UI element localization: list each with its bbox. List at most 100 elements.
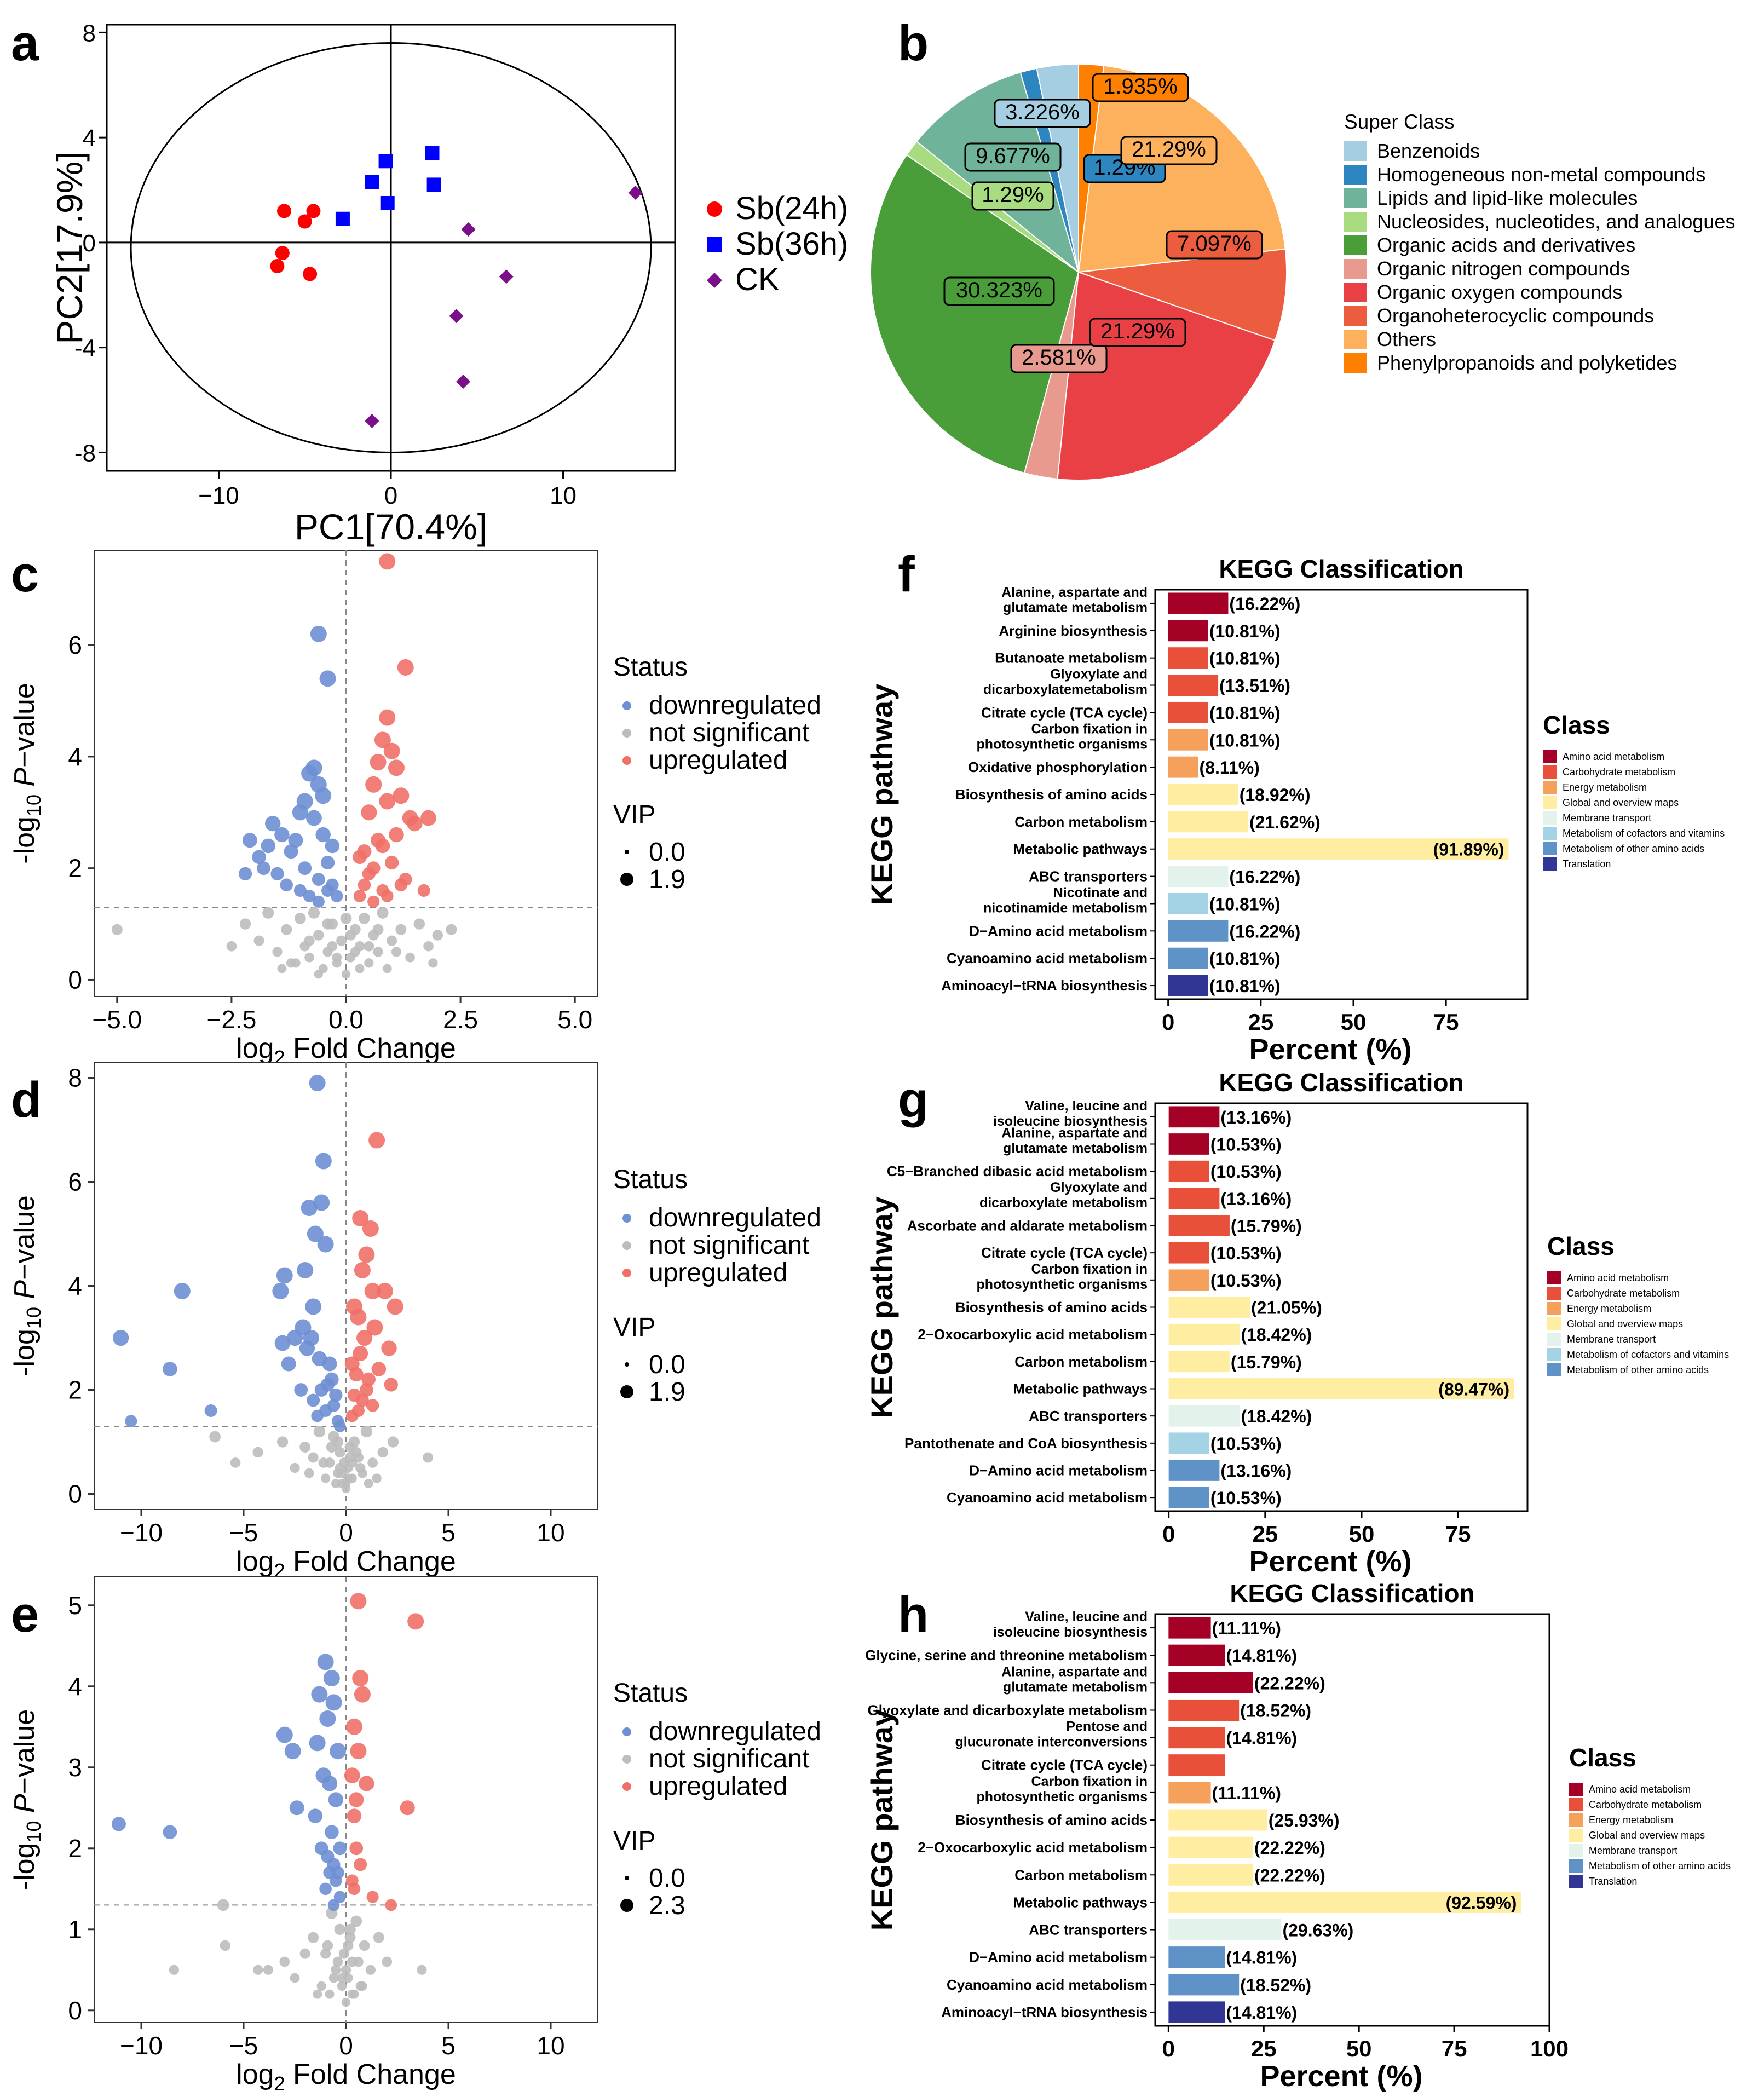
- volcano-point-not-significant: [111, 924, 123, 935]
- pie-legend-swatch: [1344, 330, 1367, 349]
- volcano-point-downregulated: [276, 1267, 293, 1284]
- vip-min-label: 0.0: [649, 1350, 685, 1379]
- kegg-legend-swatch: [1543, 842, 1557, 855]
- volcano-point-upregulated: [361, 1372, 376, 1387]
- pie-data-label: 7.097%: [1177, 232, 1252, 256]
- volcano-point-downregulated: [272, 1283, 289, 1299]
- volcano-point-not-significant: [327, 941, 338, 952]
- kegg-pathway-label: glutamate metabolism: [1003, 1679, 1148, 1695]
- volcano-point-upregulated: [353, 850, 367, 865]
- kegg-pathway-label: Pentose and: [1066, 1719, 1148, 1735]
- volcano-point-downregulated: [319, 1882, 332, 1896]
- volcano-point-downregulated: [111, 1817, 126, 1831]
- pie-data-label: 21.29%: [1100, 319, 1175, 343]
- volcano-point-not-significant: [355, 964, 365, 973]
- kegg-bar: [1168, 1133, 1209, 1155]
- volcano-legend-label: upregulated: [649, 1258, 788, 1287]
- axis-label-part: P: [9, 1794, 41, 1821]
- volcano-point-upregulated: [366, 1319, 383, 1336]
- kegg-bar-value-label: (10.53%): [1210, 1271, 1282, 1291]
- volcano-point-downregulated: [328, 1792, 344, 1807]
- kegg-bar-value-label: (11.11%): [1212, 1783, 1281, 1803]
- pca-point-ck: [628, 185, 643, 200]
- kegg-pathway-label: Glycine, serine and threonine metabolism: [865, 1647, 1148, 1663]
- kegg-pathway-label: glutamate metabolism: [1003, 1141, 1148, 1156]
- kegg-x-tick-label: 0: [1162, 1009, 1174, 1035]
- kegg-bar: [1168, 811, 1248, 833]
- kegg-bar: [1168, 893, 1208, 914]
- pie-legend-label: Nucleosides, nucleotides, and analogues: [1377, 210, 1735, 233]
- volcano-point-downregulated: [313, 1194, 330, 1211]
- volcano-point-not-significant: [364, 941, 374, 952]
- kegg-bar: [1168, 1106, 1220, 1128]
- kegg-pathway-label: Biosynthesis of amino acids: [955, 786, 1148, 803]
- kegg-legend-swatch: [1569, 1798, 1583, 1811]
- kegg-legend-swatch: [1543, 750, 1557, 763]
- axis-label-part: 10: [22, 1307, 45, 1329]
- volcano-point-downregulated: [326, 878, 339, 891]
- pca-y-tick-label: -8: [74, 440, 96, 466]
- kegg-pathway-label: ABC transporters: [1029, 868, 1148, 885]
- vip-max-label: 2.3: [649, 1891, 685, 1920]
- panel-label-a: a: [11, 15, 39, 71]
- kegg-bar-value-label: (29.63%): [1282, 1921, 1353, 1940]
- volcano-y-tick-label: 8: [68, 1064, 82, 1092]
- pie-label-box: [971, 181, 1054, 211]
- volcano-point-upregulated: [354, 1262, 371, 1278]
- volcano-point-upregulated: [354, 1858, 367, 1871]
- vip-size-marker-small: [625, 1876, 629, 1880]
- pca-y-tick-label: -4: [74, 335, 96, 362]
- kegg-pathway-label: dicarboxylate metabolism: [979, 1195, 1148, 1211]
- kegg-y-axis-label: KEGG pathway: [864, 1709, 899, 1931]
- kegg-bar-value-label: (10.81%): [1209, 621, 1281, 641]
- kegg-legend-label: Global and overview maps: [1567, 1318, 1683, 1329]
- volcano-point-upregulated: [368, 1132, 385, 1149]
- kegg-bar-value-label: (10.53%): [1210, 1243, 1282, 1263]
- volcano-point-downregulated: [324, 1825, 339, 1840]
- volcano-point-downregulated: [289, 1800, 304, 1816]
- volcano-point-not-significant: [372, 924, 384, 935]
- kegg-bar: [1168, 1378, 1514, 1399]
- kegg-bar-value-label: (13.16%): [1220, 1108, 1292, 1127]
- panel-label-f: f: [898, 546, 915, 602]
- volcano-point-downregulated: [319, 670, 336, 687]
- pie-slice: [1077, 65, 1286, 273]
- volcano-point-upregulated: [344, 1767, 360, 1783]
- volcano-point-not-significant: [281, 924, 292, 935]
- kegg-pathway-label: isoleucine biosynthesis: [993, 1114, 1148, 1129]
- volcano-point-downregulated: [329, 1388, 343, 1402]
- axis-label-part: −value: [9, 1709, 41, 1794]
- volcano-point-not-significant: [341, 1965, 351, 1975]
- volcano-legend-title: Status: [613, 653, 688, 682]
- volcano-point-not-significant: [328, 1973, 339, 1983]
- volcano-y-tick-label: 3: [68, 1753, 82, 1782]
- pca-point-ck: [461, 222, 476, 237]
- volcano-point-not-significant: [332, 952, 342, 963]
- kegg-x-axis-label: Percent (%): [1249, 1545, 1411, 1578]
- volcano-x-tick-label: −5: [229, 1518, 258, 1547]
- kegg-pathway-label: Carbon fixation in: [1031, 1261, 1148, 1277]
- vip-min-label: 0.0: [649, 1864, 685, 1893]
- axis-label-part: -log: [9, 816, 41, 864]
- panel-label-e: e: [11, 1587, 39, 1643]
- kegg-bar: [1168, 1891, 1521, 1913]
- panel-label-d: d: [11, 1072, 42, 1128]
- kegg-legend-swatch: [1569, 1813, 1583, 1827]
- volcano-point-not-significant: [277, 964, 287, 973]
- volcano-y-tick-label: 1: [68, 1915, 82, 1944]
- volcano-x-axis-label: log2 Fold Change: [236, 1546, 456, 1582]
- volcano-y-tick-label: 6: [68, 1168, 82, 1196]
- volcano-point-not-significant: [313, 930, 324, 941]
- volcano-y-tick-label: 2: [68, 1834, 82, 1863]
- kegg-bar: [1168, 1946, 1225, 1968]
- kegg-legend-label: Translation: [1563, 859, 1611, 869]
- kegg-x-tick-label: 0: [1162, 2036, 1175, 2061]
- volcano-point-downregulated: [265, 816, 281, 832]
- volcano-point-downregulated: [321, 1776, 338, 1791]
- kegg-bar: [1168, 1809, 1267, 1831]
- volcano-point-not-significant: [313, 1425, 326, 1438]
- volcano-point-downregulated: [303, 890, 316, 902]
- volcano-legend-marker: [622, 756, 631, 765]
- kegg-pathway-label: nicotinamide metabolism: [983, 900, 1148, 915]
- volcano-point-upregulated: [385, 855, 399, 870]
